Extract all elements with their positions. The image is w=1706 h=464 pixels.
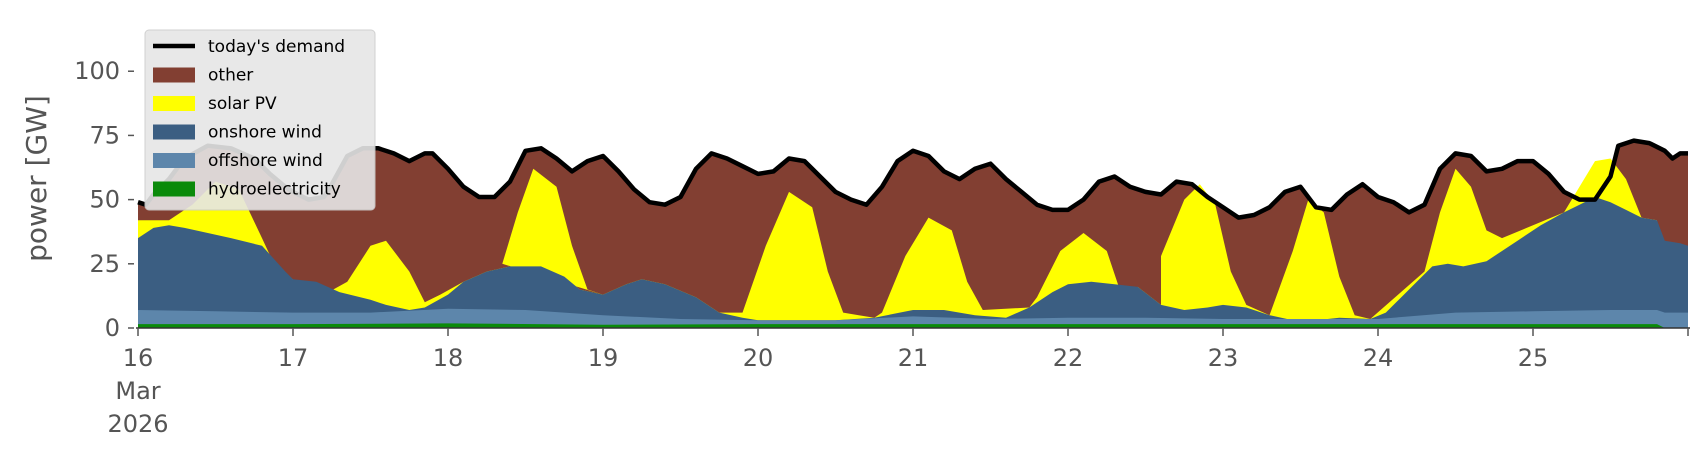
x-tick-label: 20 bbox=[743, 344, 774, 372]
y-axis-label: power [GW] bbox=[20, 95, 53, 262]
legend-label-solar-pv: solar PV bbox=[208, 94, 277, 114]
x-tick-label: 16 bbox=[123, 344, 154, 372]
legend-label-hydroelectricity: hydroelectricity bbox=[208, 180, 341, 200]
legend-swatch-offshore-wind bbox=[153, 153, 195, 168]
x-tick-sublabel: Mar bbox=[115, 377, 160, 405]
x-tick-label: 21 bbox=[898, 344, 929, 372]
legend-label-offshore-wind: offshore wind bbox=[208, 151, 323, 171]
x-tick-label: 23 bbox=[1208, 344, 1239, 372]
legend-box bbox=[144, 29, 376, 211]
legend-label-other: other bbox=[208, 66, 253, 86]
x-tick-label: 18 bbox=[433, 344, 464, 372]
y-tick-label: 75 bbox=[89, 121, 120, 149]
area-hydroelectricity bbox=[138, 323, 1688, 328]
demand-line bbox=[137, 138, 1688, 220]
area-onshore-wind bbox=[138, 197, 1688, 328]
legend-swatch-onshore-wind bbox=[153, 124, 195, 140]
y-tick-label: 100 bbox=[74, 57, 120, 85]
legend-label-today-s-demand: today's demand bbox=[208, 37, 345, 57]
x-tick-label: 24 bbox=[1363, 344, 1394, 372]
x-tick-label: 19 bbox=[588, 344, 619, 372]
x-tick-label: 22 bbox=[1053, 344, 1084, 372]
legend-swatch-hydroelectricity bbox=[153, 181, 195, 197]
x-tick-label: 25 bbox=[1518, 344, 1549, 372]
legend-swatch-solar-pv bbox=[153, 96, 195, 111]
legend-swatch-other bbox=[153, 67, 195, 83]
x-tick-sublabel: 2026 bbox=[107, 410, 168, 438]
y-tick-label: 25 bbox=[89, 250, 120, 278]
y-tick-label: 0 bbox=[105, 314, 120, 342]
y-tick-label: 50 bbox=[89, 186, 120, 214]
legend-label-onshore-wind: onshore wind bbox=[208, 123, 322, 143]
area-offshore-wind bbox=[138, 308, 1688, 328]
x-tick-label: 17 bbox=[278, 344, 309, 372]
